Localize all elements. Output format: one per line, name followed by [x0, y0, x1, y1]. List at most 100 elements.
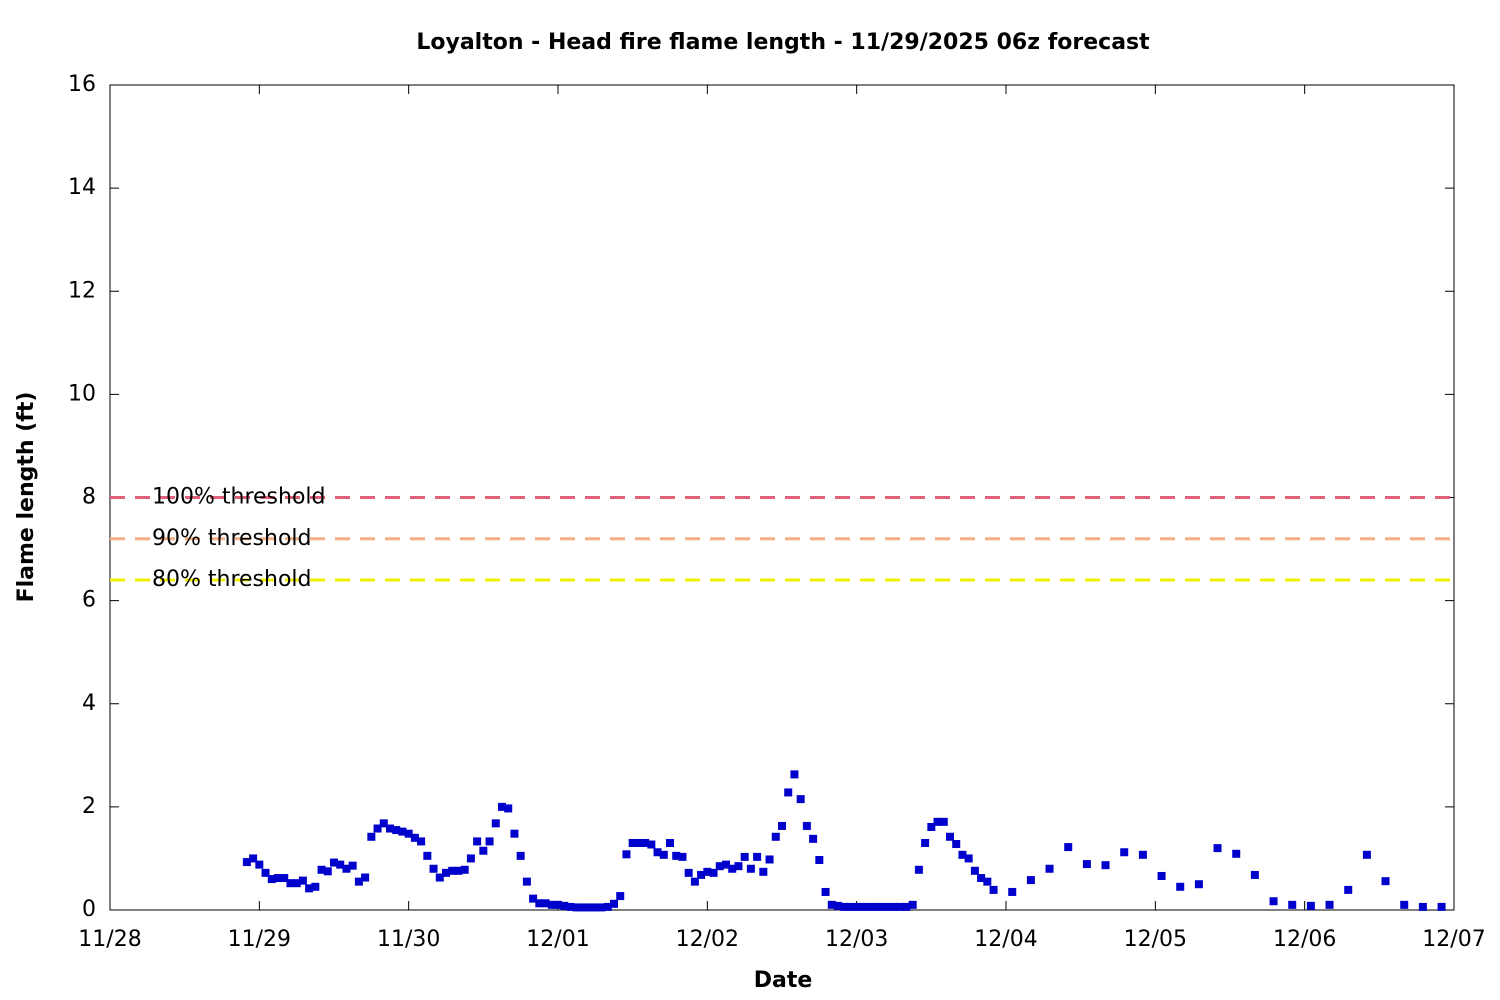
data-point [305, 884, 314, 893]
data-point [728, 864, 737, 873]
data-point [460, 865, 469, 874]
data-point [1437, 902, 1446, 911]
data-point [641, 838, 650, 847]
data-point [958, 850, 967, 859]
data-point [759, 867, 768, 876]
data-point [871, 902, 880, 911]
data-point [690, 877, 699, 886]
data-point [255, 860, 264, 869]
data-point [373, 824, 382, 833]
data-point [977, 874, 986, 883]
data-point [336, 860, 345, 869]
data-point [740, 852, 749, 861]
y-tick-label: 10 [68, 381, 96, 406]
data-point [610, 899, 618, 908]
data-point [585, 903, 594, 912]
data-point [840, 902, 849, 911]
threshold-label: 80% threshold [152, 567, 312, 592]
data-point [491, 819, 500, 828]
y-tick-label: 2 [82, 794, 96, 819]
data-point [280, 874, 289, 883]
data-point [317, 865, 326, 874]
chart-title: Loyalton - Head fire flame length - 11/2… [416, 30, 1150, 55]
data-point [423, 851, 432, 860]
y-tick-label: 14 [68, 175, 96, 200]
threshold-label: 90% threshold [152, 526, 312, 551]
data-point [1362, 850, 1371, 859]
data-point [591, 903, 600, 912]
data-point [1400, 900, 1409, 909]
data-point [566, 902, 575, 911]
data-point [392, 826, 401, 835]
data-point [1325, 900, 1334, 909]
data-point [952, 840, 961, 848]
data-point [242, 858, 251, 867]
data-point [647, 840, 656, 849]
data-point [560, 901, 569, 910]
data-point [286, 879, 295, 888]
x-tick-label: 12/02 [676, 927, 739, 952]
data-point [1082, 860, 1091, 869]
y-axis-label: Flame length (ft) [14, 392, 39, 603]
data-point [479, 846, 488, 855]
data-point [1344, 885, 1353, 894]
data-point [417, 837, 426, 846]
data-point [827, 900, 836, 909]
data-point [1418, 902, 1427, 911]
data-point [361, 873, 370, 882]
threshold-label: 100% threshold [152, 485, 326, 510]
data-point [379, 819, 388, 828]
data-point [628, 838, 637, 847]
data-point [983, 877, 992, 886]
data-point [684, 868, 693, 877]
data-point [473, 837, 482, 846]
data-point [1232, 849, 1241, 858]
data-point [541, 899, 550, 908]
data-point [753, 852, 762, 861]
data-point [802, 821, 811, 830]
data-point [398, 827, 407, 836]
data-point [890, 902, 898, 911]
data-point [1064, 843, 1073, 852]
data-point [510, 829, 519, 838]
data-point [989, 885, 998, 894]
data-point [274, 874, 282, 883]
data-point [771, 832, 780, 841]
data-point [410, 833, 419, 842]
y-tick-label: 8 [82, 485, 96, 510]
data-point [697, 870, 706, 879]
data-point [722, 860, 730, 869]
data-point [1176, 882, 1185, 891]
data-point [821, 887, 830, 896]
x-axis-label: Date [754, 968, 813, 993]
data-point [485, 837, 494, 846]
data-point [578, 903, 587, 912]
data-point [653, 848, 662, 857]
x-tick-label: 12/01 [526, 927, 589, 952]
x-tick-label: 12/03 [825, 927, 888, 952]
data-point [778, 821, 786, 830]
data-point [522, 877, 531, 886]
data-point [715, 862, 724, 871]
x-tick-label: 12/05 [1124, 927, 1187, 952]
data-point [784, 788, 793, 797]
data-point [435, 873, 444, 882]
data-point [970, 866, 979, 875]
y-tick-label: 4 [82, 691, 96, 716]
data-point [1269, 897, 1278, 906]
data-point [323, 867, 332, 876]
data-point [249, 854, 258, 863]
data-point [1381, 877, 1390, 886]
x-tick-label: 11/29 [228, 927, 291, 952]
data-point [634, 838, 643, 847]
data-point [547, 900, 556, 909]
data-point [504, 804, 513, 813]
x-tick-label: 11/30 [377, 927, 440, 952]
data-point [603, 902, 612, 911]
y-tick-label: 16 [68, 72, 96, 97]
data-point [672, 851, 681, 860]
y-tick-label: 0 [82, 897, 96, 922]
data-point [746, 864, 755, 873]
